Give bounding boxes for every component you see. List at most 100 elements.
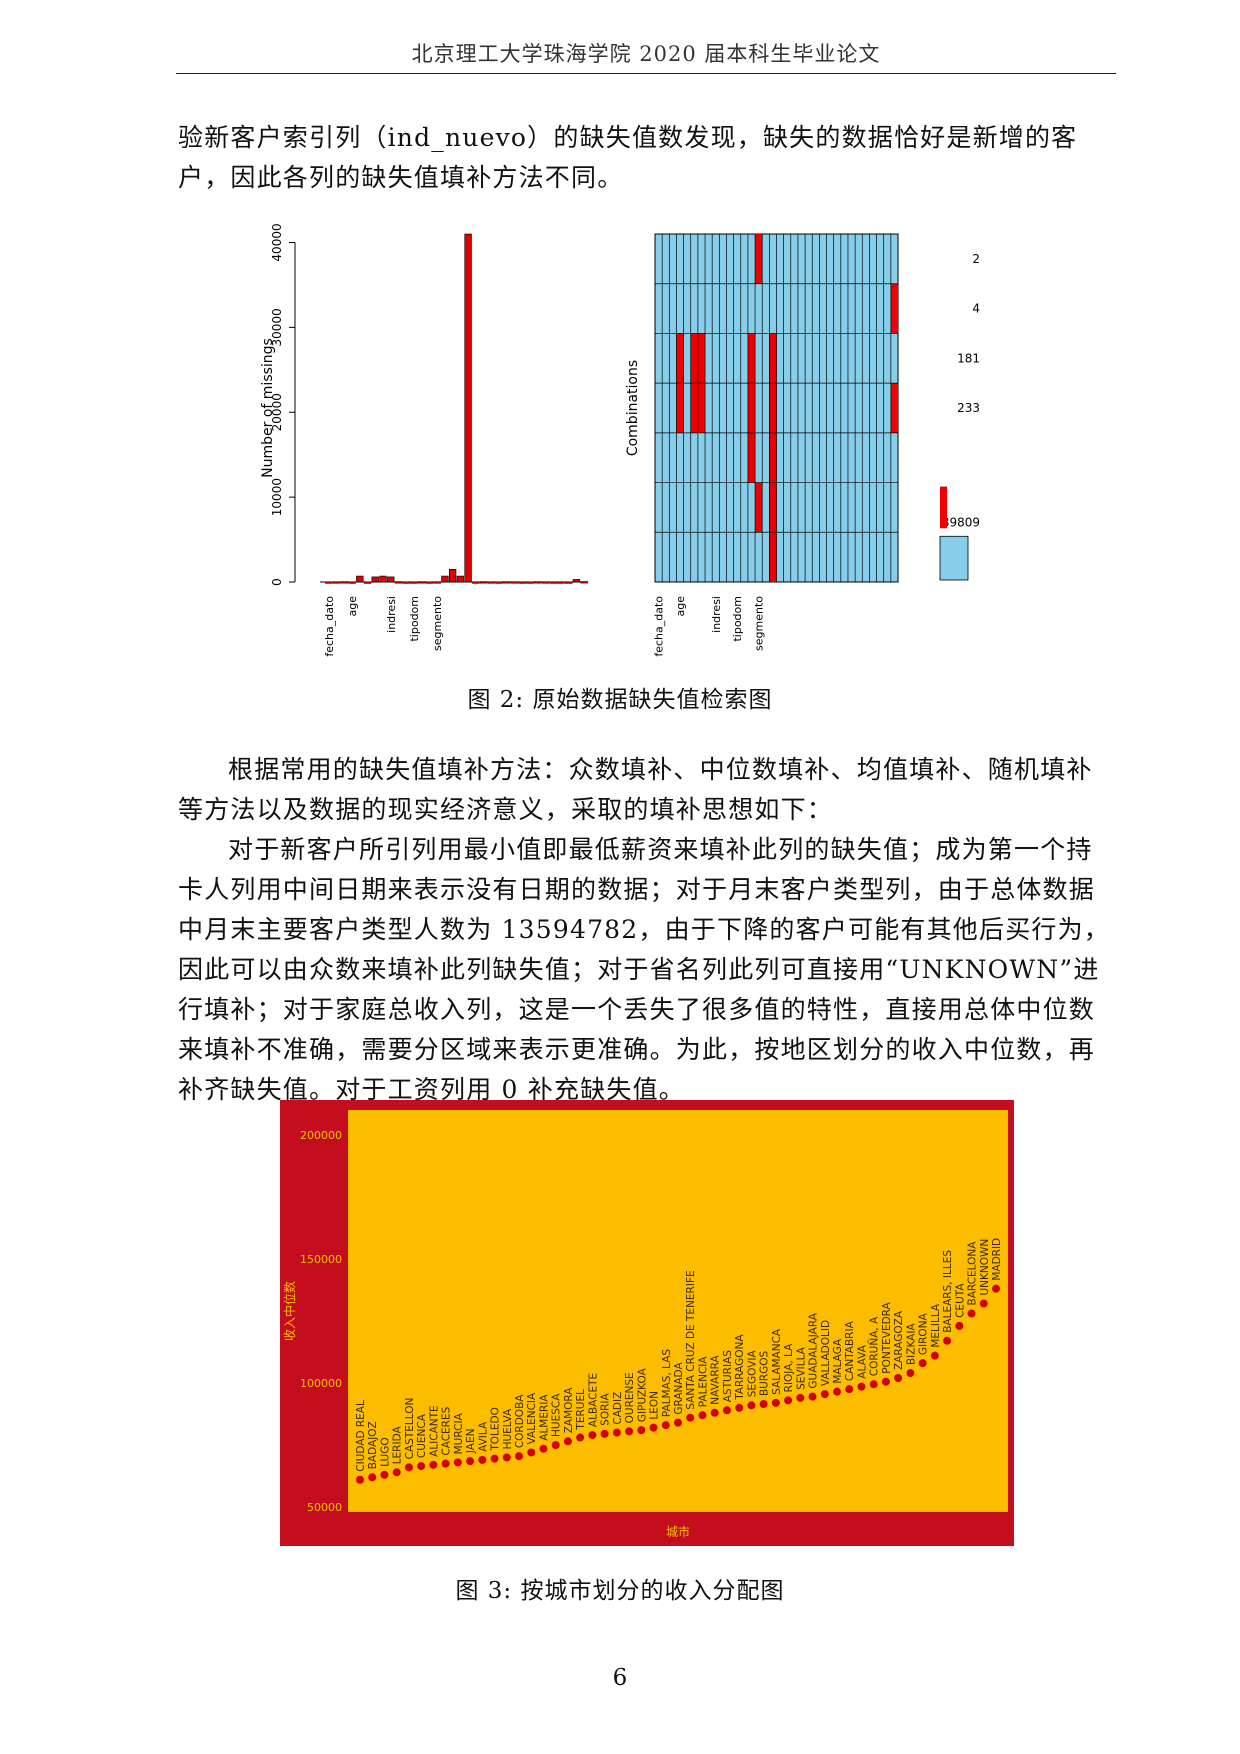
missing-cell — [755, 482, 763, 533]
missing-count-bar — [503, 581, 511, 584]
city-label: CASTELLON — [404, 1398, 416, 1460]
city-label: LUGO — [379, 1437, 391, 1466]
y-tick-label: 50000 — [307, 1501, 342, 1514]
city-income-point — [686, 1413, 695, 1422]
missing-count-bar — [495, 581, 503, 584]
city-income-point — [674, 1418, 682, 1427]
city-label: AVILA — [477, 1421, 489, 1452]
proportion-bar — [939, 535, 969, 581]
city-income-point — [490, 1454, 499, 1463]
x-axis-title: 城市 — [666, 1524, 690, 1539]
missing-count-bar — [410, 581, 418, 584]
missing-count-bar — [433, 581, 441, 584]
city-label: OURENSE — [624, 1372, 636, 1423]
city-label: CADIZ — [612, 1392, 624, 1425]
missing-count-bar — [534, 581, 542, 584]
y-tick-label: 40000 — [270, 223, 284, 261]
city-income-point — [747, 1401, 756, 1410]
missing-count-bar — [340, 581, 349, 584]
x-tick-label: indresi — [710, 596, 723, 633]
y-tick-label: 100000 — [300, 1377, 342, 1390]
city-label: JAEN — [465, 1429, 477, 1455]
city-income-point — [576, 1433, 585, 1442]
city-label: HUELVA — [502, 1408, 514, 1449]
missing-count-bar — [448, 568, 457, 583]
city-income-point — [637, 1426, 646, 1435]
missing-cell — [755, 234, 763, 284]
city-label: GIPUZKOA — [636, 1367, 648, 1422]
city-label: VALLADOLID — [820, 1320, 832, 1386]
missing-count-bar — [402, 581, 410, 584]
city-label: CIUDAD REAL — [355, 1400, 367, 1472]
y-tick-label: 0 — [270, 578, 284, 586]
city-label: VALENCIA — [526, 1392, 538, 1444]
paragraph-2-text: 根据常用的缺失值填补方法：众数填补、中位数填补、均值填补、随机填补等方法以及数据… — [178, 755, 1093, 824]
city-label: LEON — [649, 1391, 661, 1420]
city-income-point — [955, 1321, 964, 1330]
y-tick-label: 30000 — [270, 308, 284, 346]
missing-count-bar — [487, 581, 495, 584]
city-label: ZAMORA — [563, 1387, 575, 1434]
city-label: RIOJA, LA — [783, 1343, 795, 1393]
city-income-point — [417, 1462, 426, 1471]
city-income-point — [992, 1284, 1000, 1293]
missing-count-bar — [472, 581, 480, 584]
x-tick-label: tipodom — [408, 596, 421, 642]
city-income-point — [894, 1374, 903, 1382]
missing-count-bar — [363, 581, 372, 584]
city-label: CORDOBA — [514, 1394, 526, 1448]
city-income-point — [918, 1359, 927, 1368]
city-label: BURGOS — [759, 1350, 771, 1396]
city-label: CUENCA — [416, 1413, 428, 1458]
city-label: SALAMANCA — [771, 1328, 783, 1395]
combination-count-label: 4 — [972, 302, 980, 316]
city-label: LERIDA — [392, 1426, 404, 1465]
missing-count-bar — [518, 581, 526, 584]
city-income-point — [466, 1457, 475, 1466]
city-income-point — [735, 1403, 744, 1412]
city-income-point — [625, 1427, 634, 1436]
combination-count-label: 2 — [972, 252, 980, 266]
city-label: ALMERIA — [538, 1394, 550, 1441]
missing-cell — [747, 383, 756, 433]
missing-count-bar — [325, 581, 333, 584]
x-tick-label: indresi — [385, 596, 398, 633]
city-income-point — [515, 1452, 523, 1461]
missing-cell — [890, 283, 898, 334]
page-header: 北京理工大学珠海学院 2020 届本科生毕业论文 — [411, 42, 881, 66]
paragraph-3-text: 对于新客户所引列用最小值即最低薪资来填补此列的缺失值；成为第一个持卡人列用中间日… — [178, 835, 1110, 1104]
x-tick-label: age — [346, 596, 359, 617]
missing-count-bar — [356, 575, 364, 583]
city-label: BADAJOZ — [367, 1421, 379, 1469]
y-tick-label: 200000 — [300, 1129, 342, 1142]
missing-cell — [769, 432, 777, 483]
city-income-point — [612, 1428, 621, 1437]
city-income-point — [710, 1408, 719, 1417]
city-label: SEVILLA — [795, 1346, 807, 1390]
missing-cell — [747, 432, 756, 483]
city-label: ASTURIAS — [722, 1350, 734, 1403]
city-label: ALAVA — [856, 1344, 868, 1378]
x-tick-label: segmento — [753, 596, 766, 651]
city-label: PONTEVEDRA — [881, 1301, 893, 1373]
city-income-point — [943, 1336, 952, 1345]
city-income-point — [478, 1455, 487, 1464]
x-tick-label: tipodom — [731, 596, 744, 642]
city-income-point — [759, 1400, 768, 1409]
city-income-point — [404, 1463, 413, 1472]
city-income-point — [502, 1453, 511, 1462]
city-income-point — [771, 1398, 780, 1407]
city-income-point — [869, 1380, 878, 1389]
paragraph-1-text: 验新客户索引列（ind_nuevo）的缺失值数发现，缺失的数据恰好是新增的客户，… — [178, 123, 1078, 192]
city-income-point — [527, 1448, 536, 1457]
missing-count-bar — [456, 575, 465, 583]
proportion-bar — [940, 486, 947, 529]
city-label: CANTABRIA — [844, 1320, 856, 1381]
city-income-point — [833, 1387, 841, 1396]
missing-cell — [769, 333, 777, 384]
missing-count-bar — [510, 581, 519, 584]
city-label: BARCELONA — [967, 1241, 979, 1306]
missing-cell — [690, 383, 698, 433]
x-tick-label: age — [674, 596, 687, 617]
